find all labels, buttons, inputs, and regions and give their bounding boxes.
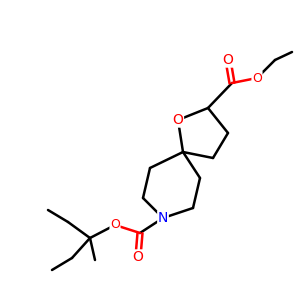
- Text: O: O: [252, 71, 262, 85]
- Text: N: N: [158, 211, 168, 225]
- Text: O: O: [223, 53, 233, 67]
- Text: O: O: [133, 250, 143, 264]
- Text: O: O: [172, 113, 183, 127]
- Text: O: O: [110, 218, 120, 232]
